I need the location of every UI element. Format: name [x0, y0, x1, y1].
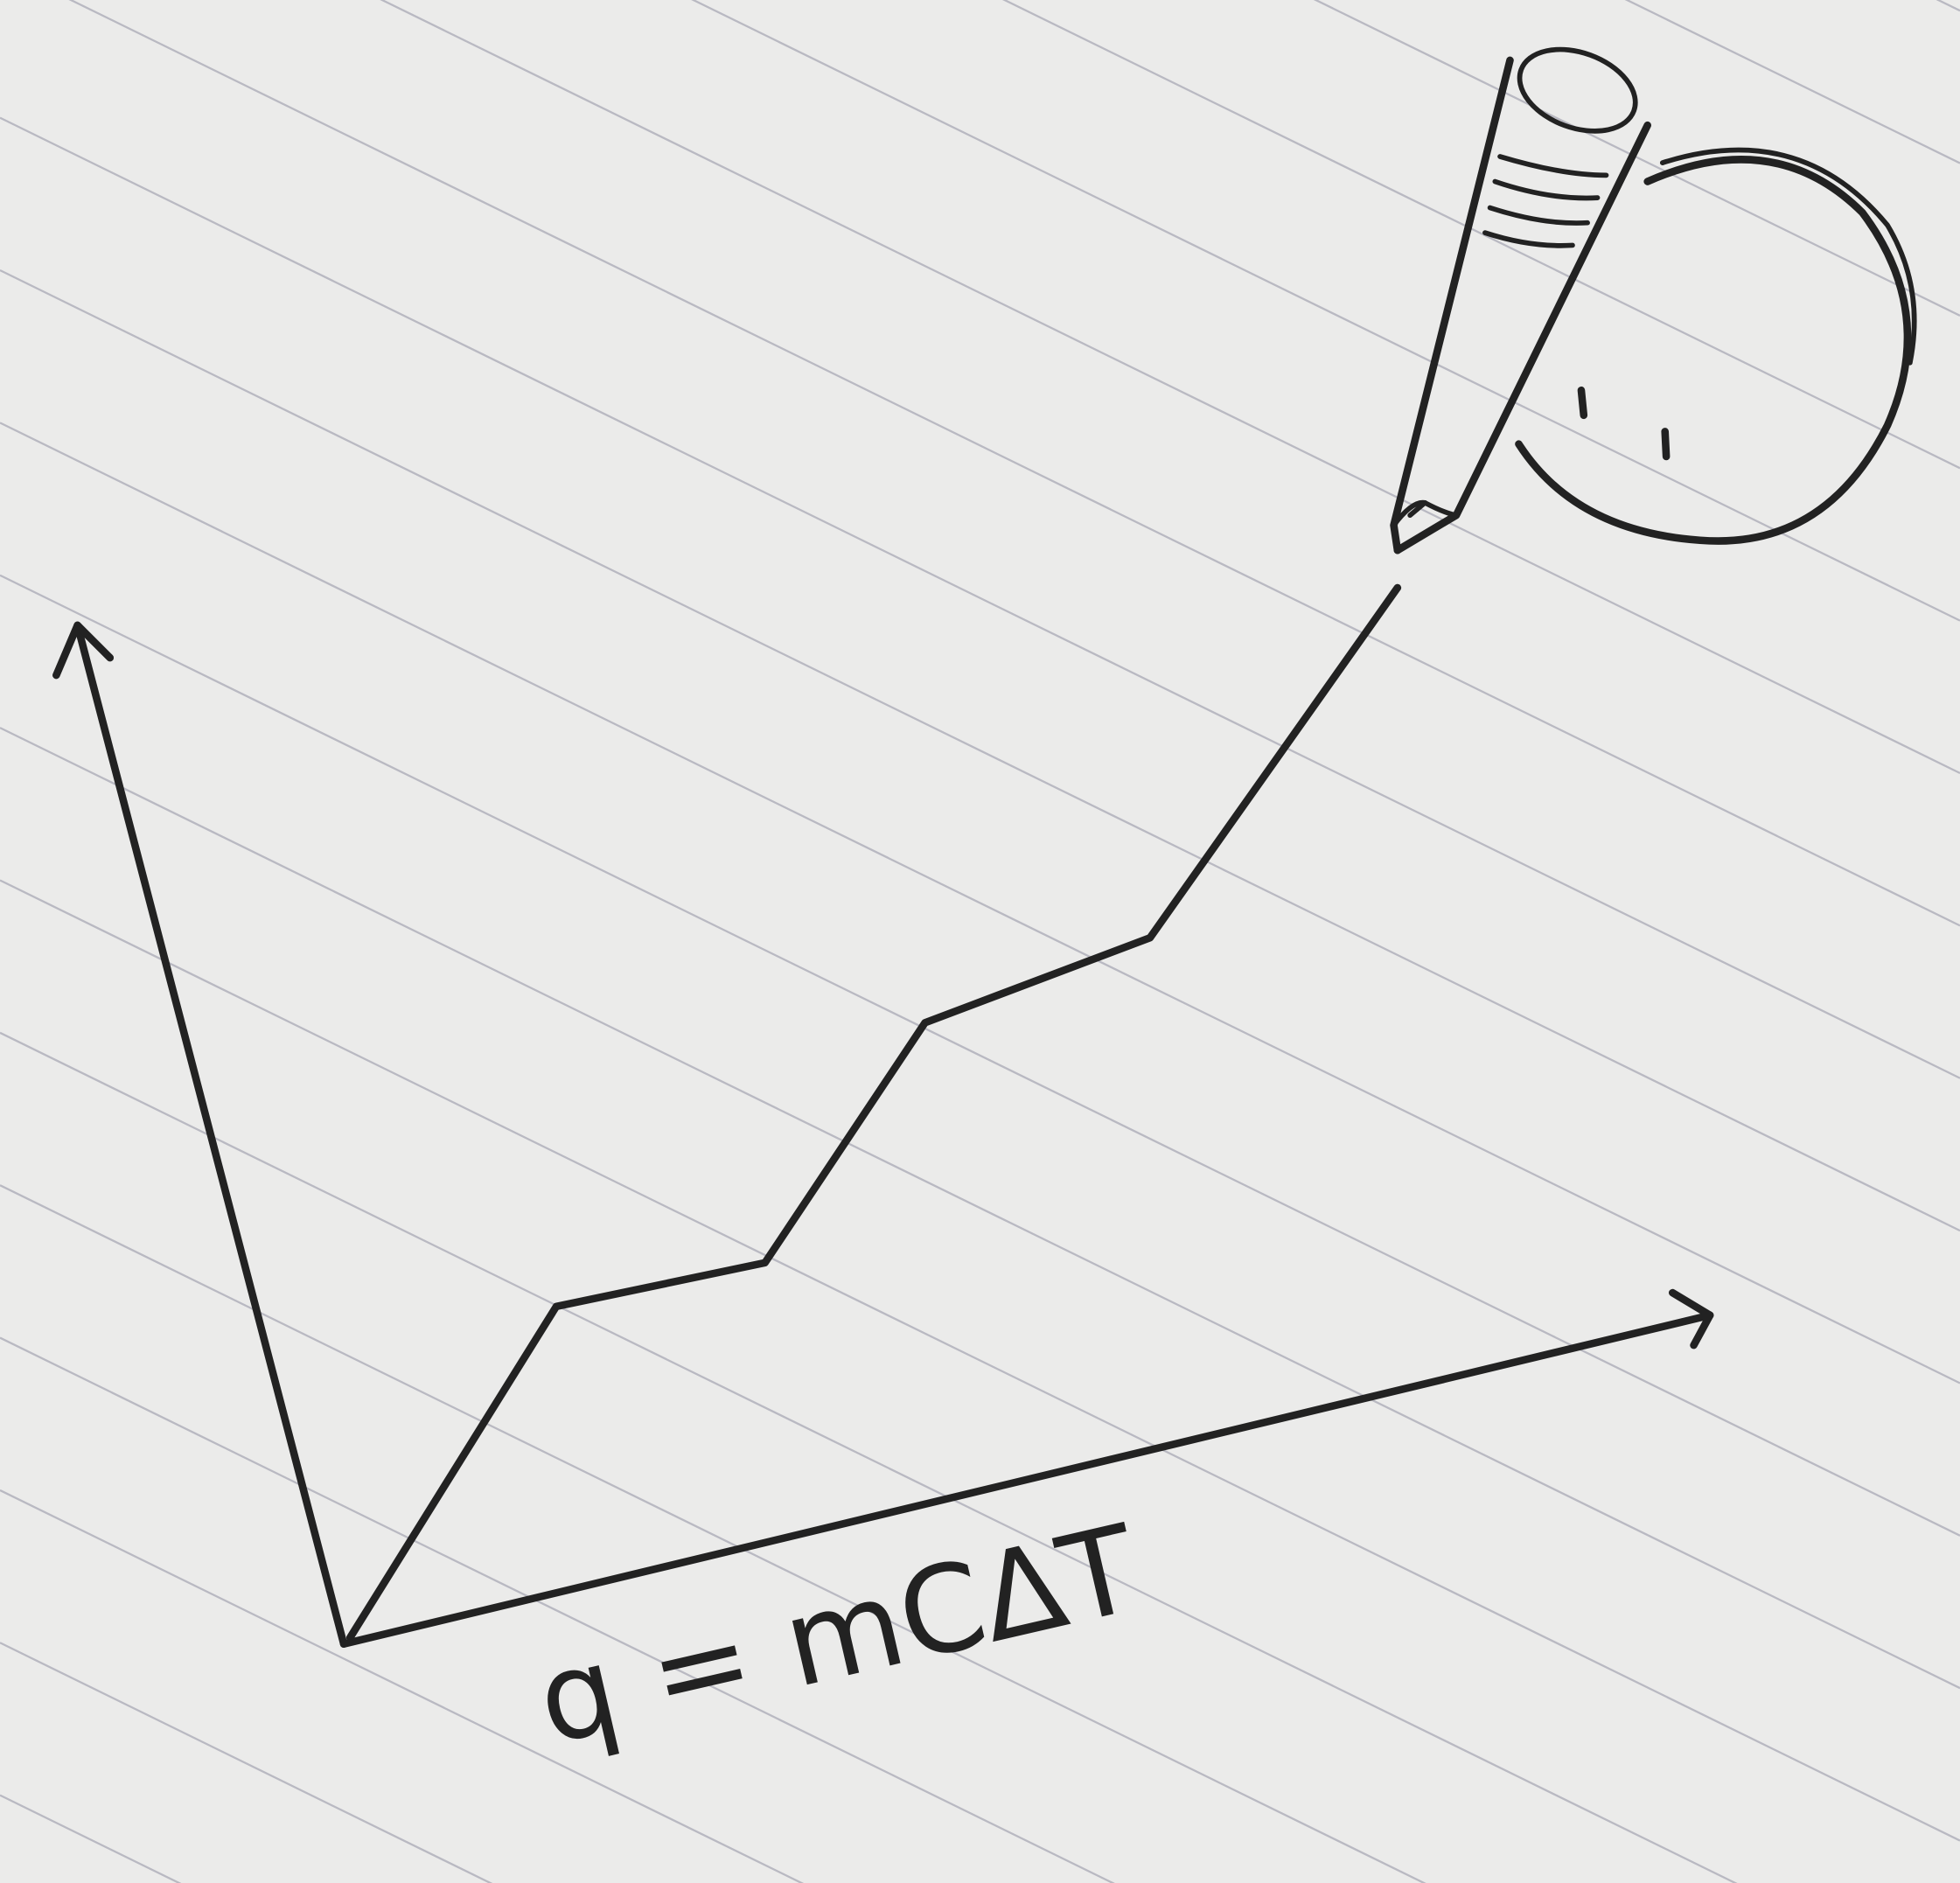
curve — [345, 583, 1402, 1642]
rule-line — [0, 727, 1960, 1690]
rule-line — [1001, 0, 1960, 470]
rule-line — [0, 422, 1960, 1384]
face — [1515, 147, 1917, 545]
x-arrow — [1668, 1288, 1714, 1349]
rule-line — [0, 1336, 1115, 1883]
rule-line — [0, 1031, 1738, 1883]
rule-line — [0, 116, 1960, 1079]
x-axis — [339, 1311, 1714, 1649]
rule-line — [0, 269, 1960, 1232]
rule-line — [380, 0, 1960, 775]
rule-line — [0, 1489, 805, 1883]
rule-line — [0, 1184, 1426, 1883]
pencil — [1390, 46, 1651, 554]
y-arrow — [52, 621, 115, 680]
rule-line — [0, 1642, 493, 1883]
rule-line — [691, 0, 1960, 622]
rule-line — [0, 879, 1960, 1842]
y-axis — [73, 621, 348, 1649]
rule-line — [0, 574, 1960, 1537]
axes — [52, 621, 1714, 1649]
rule-line — [68, 0, 1960, 927]
rule-line — [1624, 0, 1960, 164]
